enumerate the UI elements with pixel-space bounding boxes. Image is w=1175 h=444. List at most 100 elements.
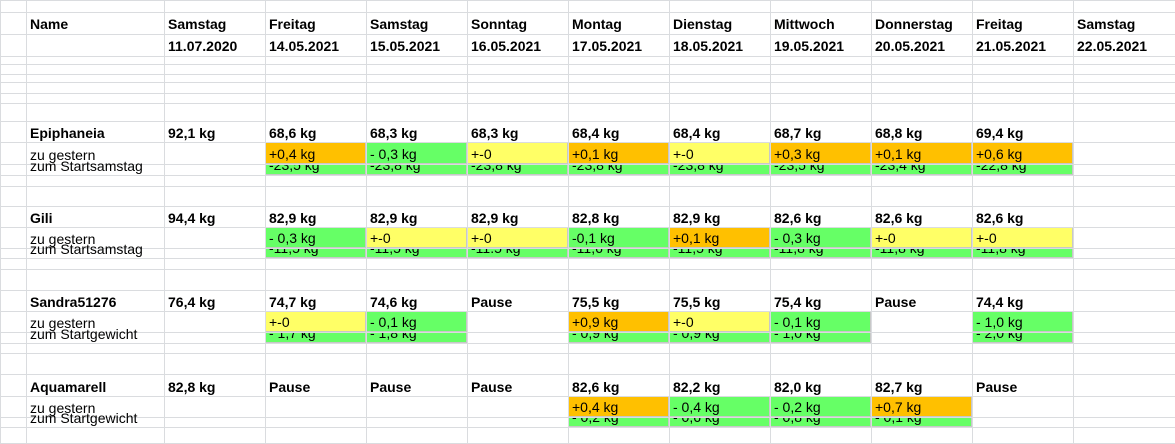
- total-change-cell[interactable]: -11,5 kg: [266, 249, 366, 258]
- row-label-total-change[interactable]: zum Startgewicht: [30, 410, 138, 426]
- header-weekday[interactable]: Samstag: [168, 16, 227, 32]
- daily-change-cell[interactable]: +-0: [670, 312, 770, 332]
- total-change-cell[interactable]: -23,5 kg: [771, 165, 871, 175]
- total-change-cell[interactable]: -11,5 kg: [367, 249, 467, 258]
- total-change-cell[interactable]: -11,8 kg: [973, 249, 1073, 258]
- total-change-cell[interactable]: -11,5 kg: [670, 249, 770, 258]
- weight-cell[interactable]: 69,4 kg: [976, 125, 1024, 141]
- daily-change-cell[interactable]: -0,1 kg: [569, 228, 669, 248]
- total-change-cell[interactable]: - 1,8 kg: [367, 333, 467, 343]
- total-change-cell[interactable]: - 0,9 kg: [670, 333, 770, 343]
- total-change-cell[interactable]: -11,8 kg: [872, 249, 972, 258]
- row-label-total-change[interactable]: zum Startgewicht: [30, 326, 138, 342]
- total-change-cell[interactable]: - 0,2 kg: [569, 418, 669, 427]
- row-label-daily-change[interactable]: zu gestern: [30, 315, 96, 331]
- weight-cell[interactable]: 74,4 kg: [976, 294, 1024, 310]
- weight-cell[interactable]: Pause: [875, 294, 917, 310]
- row-label-daily-change[interactable]: zu gestern: [30, 147, 96, 163]
- total-change-cell[interactable]: - 0,6 kg: [670, 418, 770, 427]
- weight-cell[interactable]: 68,4 kg: [572, 125, 620, 141]
- total-change-cell[interactable]: -23,8 kg: [569, 165, 669, 175]
- weight-cell[interactable]: 82,6 kg: [572, 379, 620, 395]
- weight-cell[interactable]: 68,3 kg: [471, 125, 519, 141]
- participant-name[interactable]: Gili: [30, 210, 53, 226]
- daily-change-cell[interactable]: +0,7 kg: [872, 397, 972, 417]
- header-weekday[interactable]: Mittwoch: [774, 16, 835, 32]
- daily-change-cell[interactable]: - 0,1 kg: [771, 312, 871, 332]
- weight-cell[interactable]: 94,4 kg: [168, 210, 216, 226]
- header-date[interactable]: 20.05.2021: [875, 38, 946, 54]
- total-change-cell[interactable]: - 0,8 kg: [771, 418, 871, 427]
- weight-cell[interactable]: 75,5 kg: [572, 294, 620, 310]
- header-weekday[interactable]: Montag: [572, 16, 622, 32]
- daily-change-cell[interactable]: +-0: [266, 312, 366, 332]
- daily-change-cell[interactable]: +0,1 kg: [569, 143, 669, 164]
- daily-change-cell[interactable]: +-0: [367, 228, 467, 248]
- total-change-cell[interactable]: -11,8 kg: [771, 249, 871, 258]
- weight-cell[interactable]: 82,9 kg: [471, 210, 519, 226]
- daily-change-cell[interactable]: +0,6 kg: [973, 143, 1073, 164]
- row-label-daily-change[interactable]: zu gestern: [30, 231, 96, 247]
- daily-change-cell[interactable]: - 0,3 kg: [771, 228, 871, 248]
- total-change-cell[interactable]: -23,5 kg: [266, 165, 366, 175]
- weight-cell[interactable]: 68,7 kg: [774, 125, 822, 141]
- participant-name[interactable]: Sandra51276: [30, 294, 117, 310]
- header-date[interactable]: 21.05.2021: [976, 38, 1047, 54]
- weight-cell[interactable]: 76,4 kg: [168, 294, 216, 310]
- header-name-label[interactable]: Name: [30, 16, 69, 32]
- weight-cell[interactable]: 82,2 kg: [673, 379, 721, 395]
- header-date[interactable]: 19.05.2021: [774, 38, 845, 54]
- weight-cell[interactable]: 82,7 kg: [875, 379, 923, 395]
- total-change-cell[interactable]: -23,8 kg: [367, 165, 467, 175]
- daily-change-cell[interactable]: - 0,3 kg: [266, 228, 366, 248]
- header-weekday[interactable]: Samstag: [1077, 16, 1136, 32]
- header-weekday[interactable]: Dienstag: [673, 16, 733, 32]
- row-label-total-change[interactable]: zum Startsamstag: [30, 158, 143, 174]
- header-weekday[interactable]: Sonntag: [471, 16, 527, 32]
- header-date[interactable]: 18.05.2021: [673, 38, 744, 54]
- weight-cell[interactable]: 75,4 kg: [774, 294, 822, 310]
- header-date[interactable]: 17.05.2021: [572, 38, 643, 54]
- weight-cell[interactable]: 92,1 kg: [168, 125, 216, 141]
- daily-change-cell[interactable]: +0,4 kg: [266, 143, 366, 164]
- weight-cell[interactable]: 82,0 kg: [774, 379, 822, 395]
- weight-cell[interactable]: 74,7 kg: [269, 294, 317, 310]
- daily-change-cell[interactable]: - 1,0 kg: [973, 312, 1073, 332]
- weight-cell[interactable]: 82,9 kg: [370, 210, 418, 226]
- total-change-cell[interactable]: -23,8 kg: [670, 165, 770, 175]
- header-weekday[interactable]: Samstag: [370, 16, 429, 32]
- weight-cell[interactable]: 82,6 kg: [976, 210, 1024, 226]
- weight-cell[interactable]: 74,6 kg: [370, 294, 418, 310]
- weight-cell[interactable]: 82,6 kg: [875, 210, 923, 226]
- weight-cell[interactable]: 68,4 kg: [673, 125, 721, 141]
- header-date[interactable]: 15.05.2021: [370, 38, 441, 54]
- participant-name[interactable]: Epiphaneia: [30, 125, 105, 141]
- weight-cell[interactable]: 82,8 kg: [168, 379, 216, 395]
- daily-change-cell[interactable]: +0,3 kg: [771, 143, 871, 164]
- daily-change-cell[interactable]: +0,1 kg: [872, 143, 972, 164]
- daily-change-cell[interactable]: +0,9 kg: [569, 312, 669, 332]
- header-weekday[interactable]: Freitag: [269, 16, 316, 32]
- weight-cell[interactable]: 82,6 kg: [774, 210, 822, 226]
- total-change-cell[interactable]: -11,6 kg: [569, 249, 669, 258]
- weight-cell[interactable]: 68,3 kg: [370, 125, 418, 141]
- total-change-cell[interactable]: -23,4 kg: [872, 165, 972, 175]
- participant-name[interactable]: Aquamarell: [30, 379, 107, 395]
- total-change-cell[interactable]: -22,8 kg: [973, 165, 1073, 175]
- daily-change-cell[interactable]: +-0: [872, 228, 972, 248]
- header-date[interactable]: 16.05.2021: [471, 38, 542, 54]
- header-date[interactable]: 11.07.2020: [168, 38, 238, 54]
- weight-cell[interactable]: 75,5 kg: [673, 294, 721, 310]
- header-date[interactable]: 22.05.2021: [1077, 38, 1148, 54]
- daily-change-cell[interactable]: +-0: [670, 143, 770, 164]
- header-weekday[interactable]: Donnerstag: [875, 16, 953, 32]
- total-change-cell[interactable]: - 0,9 kg: [569, 333, 669, 343]
- weight-cell[interactable]: 82,8 kg: [572, 210, 620, 226]
- total-change-cell[interactable]: - 1,0 kg: [771, 333, 871, 343]
- row-label-daily-change[interactable]: zu gestern: [30, 400, 96, 416]
- daily-change-cell[interactable]: +-0: [468, 228, 568, 248]
- header-weekday[interactable]: Freitag: [976, 16, 1023, 32]
- weight-cell[interactable]: Pause: [471, 294, 513, 310]
- header-date[interactable]: 14.05.2021: [269, 38, 340, 54]
- daily-change-cell[interactable]: +0,1 kg: [670, 228, 770, 248]
